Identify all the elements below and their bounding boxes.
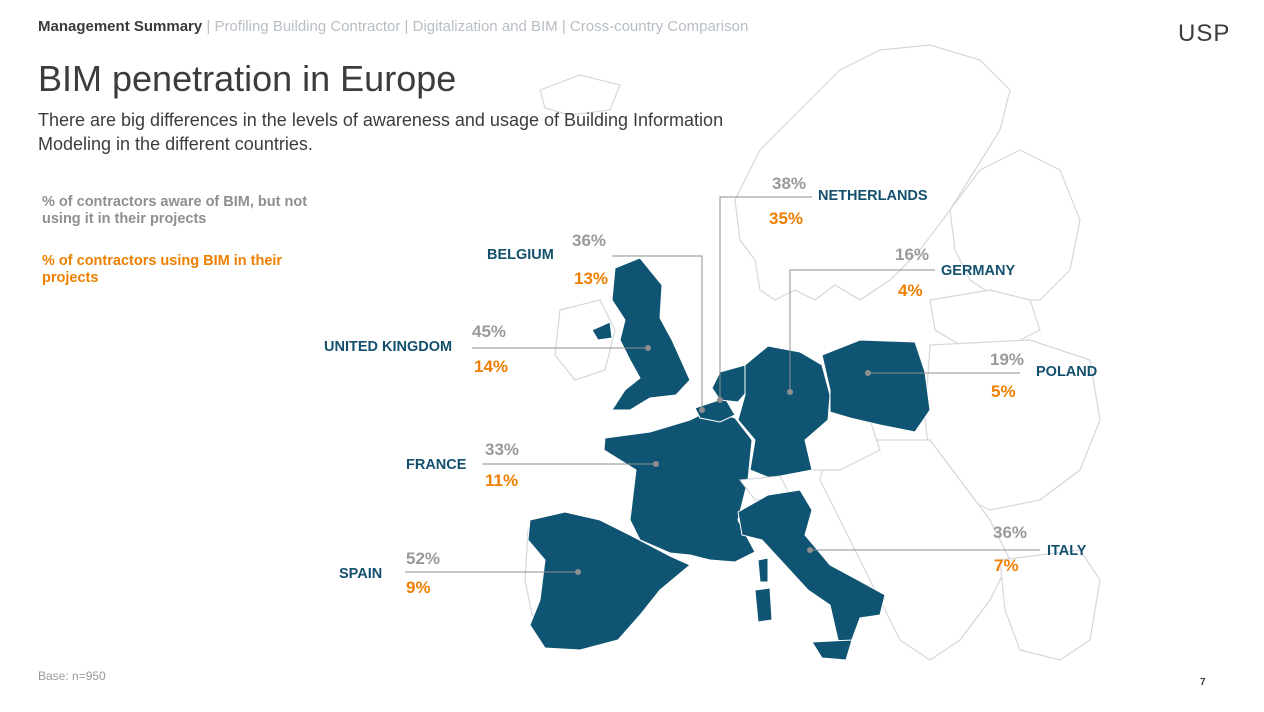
- germany-aware: 16%: [895, 245, 930, 264]
- italy-dot: [807, 547, 813, 553]
- netherlands-using: 35%: [769, 209, 804, 228]
- northern-ireland-shape: [591, 321, 613, 341]
- spain-dot: [575, 569, 581, 575]
- belgium-leader: [612, 255, 703, 410]
- turkey-outline: [999, 549, 1101, 661]
- france-dot: [653, 461, 659, 467]
- usp-logo: USP: [1178, 20, 1231, 47]
- spain-label: SPAIN: [339, 566, 383, 582]
- italy-label: ITALY: [1047, 543, 1087, 559]
- legend-using: % of contractors using BIM in their proj…: [42, 253, 283, 286]
- iceland-outline: [539, 74, 621, 116]
- breadcrumb: Management Summary | Profiling Building …: [38, 18, 748, 35]
- poland-dot: [865, 370, 871, 376]
- ireland-outline: [554, 299, 616, 381]
- poland-aware: 19%: [990, 350, 1025, 369]
- spain-aware: 52%: [406, 549, 441, 568]
- germany-shape: [737, 345, 831, 479]
- page-subtitle: There are big differences in the levels …: [38, 110, 724, 154]
- germany-using: 4%: [898, 281, 923, 300]
- highlighted-countries: [527, 257, 931, 661]
- belgium-dot: [699, 407, 705, 413]
- sardinia-shape: [754, 587, 773, 623]
- leader-lines: [405, 196, 1040, 573]
- spain-using: 9%: [406, 578, 431, 597]
- breadcrumb-active[interactable]: Management Summary: [38, 18, 203, 35]
- leader-dots: [575, 345, 871, 575]
- poland-using: 5%: [991, 382, 1016, 401]
- netherlands-leader: [719, 196, 812, 400]
- corsica-shape: [757, 557, 769, 583]
- finland-outline: [949, 149, 1081, 301]
- sicily-shape: [811, 639, 853, 661]
- netherlands-aware: 38%: [772, 174, 807, 193]
- netherlands-label: NETHERLANDS: [818, 188, 928, 204]
- belgium-label: BELGIUM: [487, 247, 554, 263]
- spain-shape: [527, 511, 691, 651]
- germany-dot: [787, 389, 793, 395]
- legend-aware: % of contractors aware of BIM, but not u…: [42, 194, 308, 227]
- base-note: Base: n=950: [38, 669, 106, 683]
- france-using: 11%: [485, 471, 519, 490]
- scandinavia-outline: [734, 44, 1011, 301]
- uk-label: UNITED KINGDOM: [324, 339, 453, 355]
- poland-label: POLAND: [1036, 364, 1098, 380]
- germany-label: GERMANY: [941, 263, 1016, 279]
- page-number: 7: [1200, 677, 1206, 688]
- breadcrumb-rest[interactable]: | Profiling Building Contractor | Digita…: [206, 18, 749, 35]
- uk-shape: [611, 257, 691, 411]
- uk-aware: 45%: [472, 322, 507, 341]
- page-title: BIM penetration in Europe: [38, 58, 457, 99]
- netherlands-dot: [717, 397, 723, 403]
- uk-dot: [645, 345, 651, 351]
- italy-aware: 36%: [993, 523, 1028, 542]
- france-label: FRANCE: [406, 457, 467, 473]
- belgium-aware: 36%: [572, 231, 607, 250]
- italy-shape: [737, 489, 886, 646]
- italy-using: 7%: [994, 556, 1019, 575]
- baltics-outline: [929, 289, 1041, 346]
- germany-leader: [789, 269, 935, 392]
- uk-using: 14%: [474, 357, 509, 376]
- france-aware: 33%: [485, 440, 520, 459]
- poland-shape: [821, 339, 931, 433]
- belgium-using: 13%: [574, 269, 609, 288]
